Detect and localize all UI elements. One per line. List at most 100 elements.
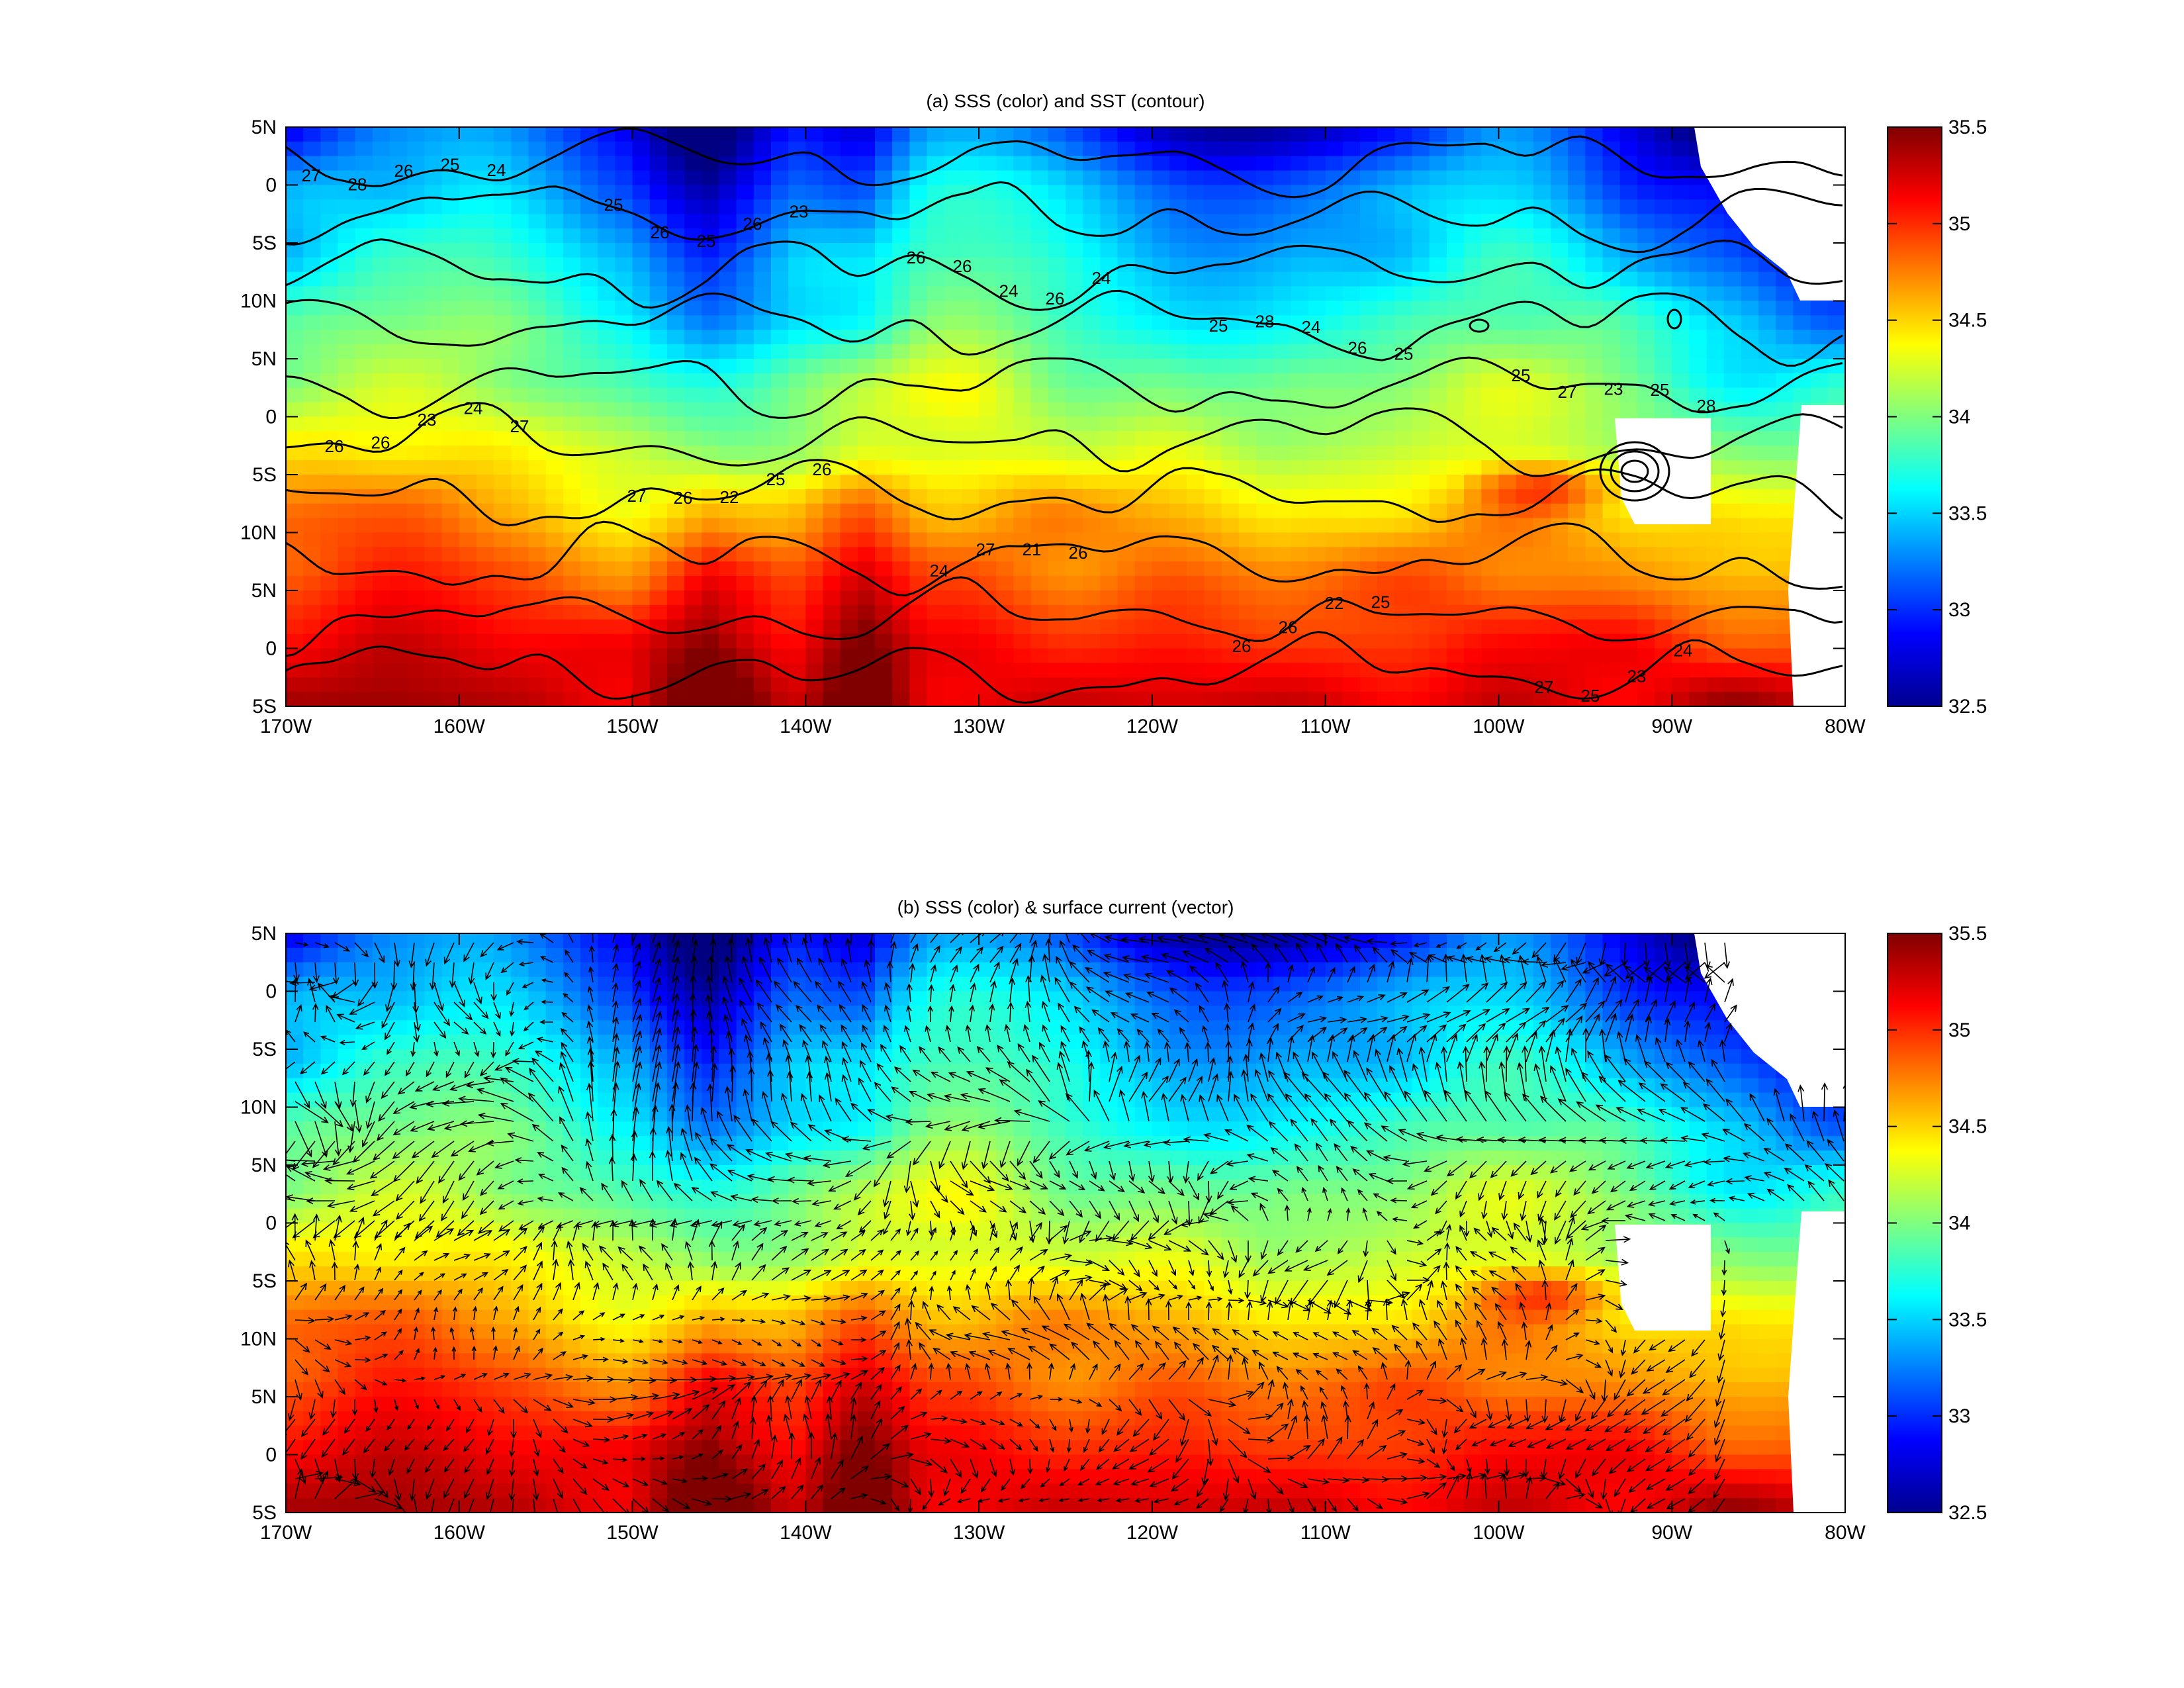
x-tick-label: 130W <box>953 1522 1005 1544</box>
panel-b: (b) SSS (color) & surface current (vecto… <box>240 897 1987 1544</box>
y-tick-label: 10N <box>240 1329 277 1350</box>
panel-b-colorbar: 35.5 35 34.5 34 33.5 33 32.5 <box>1887 923 1987 1524</box>
colorbar-tick-label: 33.5 <box>1948 502 1987 524</box>
y-tick-label: 10N <box>240 291 277 312</box>
contour-label: 22 <box>720 487 739 507</box>
y-tick-label: 5N <box>251 1386 277 1408</box>
y-tick-label: 5N <box>251 1154 277 1176</box>
x-tick-label: 100W <box>1473 1522 1525 1544</box>
contour-label: 28 <box>1255 312 1275 332</box>
y-tick-label: 5S <box>252 1502 277 1524</box>
contour-label: 25 <box>604 195 623 215</box>
colorbar-tick-label: 35.5 <box>1948 117 1987 138</box>
sst-contour-loop <box>1599 441 1670 502</box>
x-tick-label: 130W <box>953 716 1005 737</box>
contour-label: 28 <box>1697 396 1716 416</box>
contour-label: 26 <box>651 222 670 242</box>
sst-contour-line <box>286 289 1843 367</box>
contour-label: 27 <box>627 486 647 506</box>
contour-label: 23 <box>1604 379 1623 399</box>
sst-contour-line <box>286 238 1843 311</box>
contour-label: 26 <box>394 161 414 181</box>
sst-contour-loop <box>1610 450 1660 492</box>
contour-label: 26 <box>1232 636 1251 656</box>
contour-label: 25 <box>1394 344 1414 363</box>
y-tick-label: 0 <box>265 1213 277 1235</box>
x-tick-label: 80W <box>1825 716 1866 737</box>
contour-label: 23 <box>418 410 437 430</box>
x-tick-label: 150W <box>606 1522 659 1544</box>
contour-label: 26 <box>325 436 344 456</box>
colorbar-tick-label: 35.5 <box>1948 923 1987 945</box>
sst-contour-line <box>286 181 1843 254</box>
panel-a-x-axis: 170W 160W 150W 140W 130W 120W 110W 100W 90W 80W <box>260 127 1866 737</box>
contour-label: 27 <box>976 539 995 559</box>
contour-label: 24 <box>930 561 949 581</box>
contour-label: 27 <box>1558 382 1577 402</box>
sst-contour-line <box>286 127 1843 199</box>
colorbar-tick-label: 34.5 <box>1948 1116 1987 1138</box>
y-tick-label: 5N <box>251 348 277 370</box>
colorbar-tick-label: 34 <box>1948 406 1970 428</box>
y-tick-label: 5S <box>252 232 277 254</box>
sst-contour-loop <box>1469 318 1490 333</box>
panel-b-colorbar-ticks: 35.5 35 34.5 34 33.5 33 32.5 <box>1888 923 1987 1524</box>
x-tick-label: 140W <box>780 716 832 737</box>
y-tick-label: 10N <box>240 1097 277 1119</box>
y-tick-label: 5S <box>252 696 277 718</box>
contour-label: 26 <box>1069 543 1088 563</box>
x-tick-label: 170W <box>260 716 312 737</box>
contour-label: 27 <box>510 416 529 436</box>
sst-contour-loop <box>1666 308 1682 330</box>
y-tick-label: 0 <box>265 175 277 197</box>
y-tick-label: 0 <box>265 1444 277 1466</box>
panel-b-title: (b) SSS (color) & surface current (vecto… <box>897 897 1234 917</box>
colorbar-tick-label: 35 <box>1948 213 1970 235</box>
panel-b-salinity-field <box>286 933 1845 1513</box>
panel-b-heatmap <box>286 933 1845 1513</box>
x-tick-label: 150W <box>606 716 659 737</box>
colorbar-tick-label: 33 <box>1948 599 1970 621</box>
x-tick-label: 120W <box>1126 716 1179 737</box>
contour-label: 26 <box>743 214 762 234</box>
x-tick-label: 120W <box>1126 1522 1179 1544</box>
y-tick-label: 5N <box>251 923 277 945</box>
contour-label: 25 <box>766 469 786 489</box>
contour-label: 21 <box>1023 539 1042 559</box>
colorbar-tick-label: 32.5 <box>1948 1502 1987 1524</box>
contour-label: 27 <box>1535 677 1554 697</box>
contour-label: 22 <box>1325 593 1344 613</box>
sst-contour-line <box>286 631 1843 704</box>
colorbar-tick-label: 35 <box>1948 1019 1970 1041</box>
y-tick-label: 5N <box>251 117 277 138</box>
panel-a-colorbar-ticks: 35.5 35 34.5 34 33.5 33 32.5 <box>1888 117 1987 718</box>
sst-contour-line <box>286 402 1843 477</box>
panel-a-colorbar: 35.5 35 34.5 34 33.5 33 32.5 <box>1887 117 1987 718</box>
contour-label: 25 <box>1371 592 1390 612</box>
x-tick-label: 160W <box>433 716 486 737</box>
colorbar-tick-label: 32.5 <box>1948 696 1987 718</box>
contour-label: 24 <box>1302 317 1321 337</box>
sst-contour-line <box>286 520 1843 597</box>
contour-label: 26 <box>1348 338 1367 358</box>
x-tick-label: 80W <box>1825 1522 1866 1544</box>
x-tick-label: 100W <box>1473 716 1525 737</box>
contour-label: 26 <box>674 488 693 508</box>
contour-label: 26 <box>1046 289 1065 308</box>
contour-label: 27 <box>302 165 321 185</box>
contour-label: 25 <box>697 231 716 251</box>
x-tick-label: 90W <box>1651 716 1692 737</box>
contour-label: 26 <box>1279 618 1298 637</box>
y-tick-label: 5S <box>252 464 277 486</box>
x-tick-label: 160W <box>433 1522 486 1544</box>
y-tick-label: 0 <box>265 406 277 428</box>
contour-label: 23 <box>790 201 809 221</box>
contour-label: 26 <box>371 432 390 452</box>
contour-label: 25 <box>441 154 460 174</box>
panel-b-current-vectors <box>286 933 1845 1513</box>
x-tick-label: 110W <box>1300 716 1351 737</box>
contour-label: 24 <box>999 281 1019 301</box>
y-tick-label: 0 <box>265 638 277 660</box>
x-tick-label: 110W <box>1300 1522 1351 1544</box>
